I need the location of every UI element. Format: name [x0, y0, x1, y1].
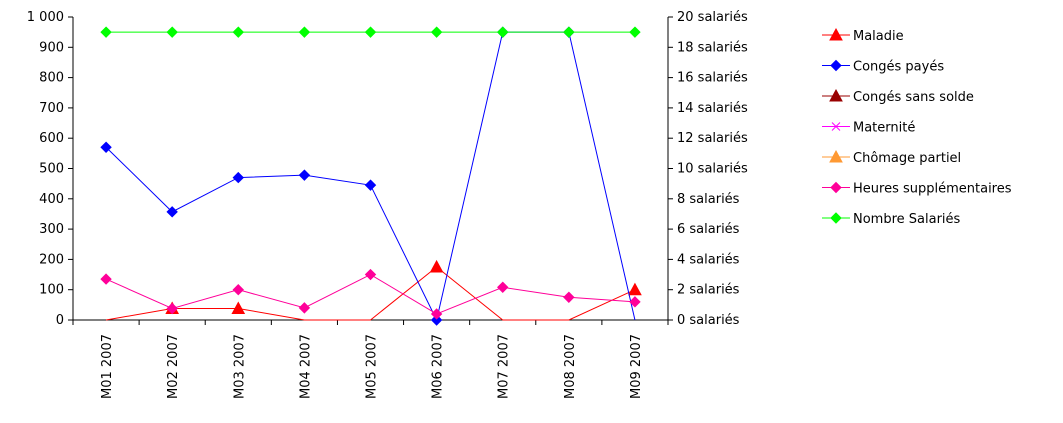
legend-label: Nombre Salariés — [853, 212, 961, 227]
right-tick-label: 14 salariés — [677, 101, 748, 116]
legend-item: Maladie — [822, 27, 904, 44]
x-tick-label: M08 2007 — [563, 334, 578, 399]
right-tick-label: 16 salariés — [677, 71, 748, 86]
data-point — [628, 282, 642, 296]
left-tick-label: 0 — [56, 313, 64, 328]
x-tick-label: M03 2007 — [232, 334, 247, 399]
left-tick-label: 1 000 — [27, 10, 64, 25]
legend-marker — [829, 27, 843, 41]
left-tick-label: 900 — [39, 40, 64, 55]
series-nombre-salaries — [100, 26, 641, 38]
left-tick-label: 300 — [39, 222, 64, 237]
data-point — [298, 302, 311, 314]
left-tick-label: 800 — [39, 71, 64, 86]
legend-label: Maladie — [853, 29, 904, 44]
right-tick-label: 10 salariés — [677, 162, 748, 177]
data-point — [100, 273, 112, 285]
right-tick-label: 2 salariés — [677, 283, 740, 298]
series-maladie — [105, 259, 642, 321]
legend-marker — [829, 88, 843, 102]
data-point — [563, 26, 575, 38]
right-tick-label: 0 salariés — [677, 313, 740, 328]
legend-marker — [830, 181, 842, 194]
legend-marker — [831, 122, 841, 131]
series-line — [105, 266, 636, 321]
data-point — [232, 26, 244, 38]
data-point — [166, 302, 178, 315]
data-point — [629, 296, 641, 308]
legend-item: Heures supplémentaires — [822, 182, 1012, 197]
legend-label: Congés payés — [853, 60, 944, 75]
data-point — [430, 314, 443, 326]
x-tick-label: M01 2007 — [100, 334, 115, 399]
left-tick-label: 500 — [39, 162, 64, 177]
x-tick-label: M05 2007 — [365, 334, 380, 399]
legend-marker — [830, 212, 842, 224]
legend-item: Maternité — [822, 121, 915, 136]
legend-label: Maternité — [853, 121, 915, 136]
left-tick-label: 100 — [39, 283, 64, 298]
data-point — [497, 26, 509, 38]
right-tick-label: 8 salariés — [677, 192, 740, 207]
data-point — [298, 26, 311, 38]
right-tick-label: 6 salariés — [677, 222, 740, 237]
legend-item: Congés sans solde — [822, 88, 974, 105]
data-point — [232, 283, 244, 296]
x-tick-label: M06 2007 — [431, 334, 446, 399]
data-point — [100, 141, 112, 153]
legend-marker — [830, 59, 842, 72]
right-tick-label: 18 salariés — [677, 40, 748, 55]
legend-item: Chômage partiel — [822, 149, 961, 166]
x-tick-label: M02 2007 — [166, 334, 181, 399]
data-point — [430, 308, 443, 320]
legend-item: Congés payés — [822, 60, 944, 75]
data-point — [298, 169, 311, 181]
data-point — [100, 26, 112, 38]
left-tick-label: 600 — [39, 131, 64, 146]
legend-label: Chômage partiel — [853, 151, 961, 166]
data-point — [232, 171, 244, 184]
x-tick-label: M07 2007 — [497, 334, 512, 399]
legend-item: Nombre Salariés — [822, 212, 961, 227]
legend-label: Congés sans solde — [853, 90, 974, 105]
x-tick-label: M09 2007 — [629, 334, 644, 399]
series-conges-payes — [100, 26, 636, 326]
data-point — [629, 26, 641, 38]
x-tick-label: M04 2007 — [298, 334, 313, 399]
right-tick-label: 12 salariés — [677, 131, 748, 146]
series-heures-supplementaires — [100, 268, 641, 320]
data-point — [429, 259, 444, 273]
legend-marker — [829, 149, 843, 163]
data-point — [430, 26, 443, 38]
data-point — [231, 301, 246, 314]
left-tick-label: 200 — [39, 252, 64, 267]
data-point — [563, 291, 575, 303]
data-point — [497, 281, 509, 293]
left-tick-label: 700 — [39, 101, 64, 116]
data-point — [166, 206, 178, 218]
legend-label: Heures supplémentaires — [853, 182, 1012, 197]
right-tick-label: 20 salariés — [677, 10, 748, 25]
data-point — [364, 26, 377, 38]
left-tick-label: 400 — [39, 192, 64, 207]
right-tick-label: 4 salariés — [677, 252, 740, 267]
data-point — [166, 26, 178, 38]
data-point — [364, 268, 377, 281]
data-point — [364, 179, 377, 191]
